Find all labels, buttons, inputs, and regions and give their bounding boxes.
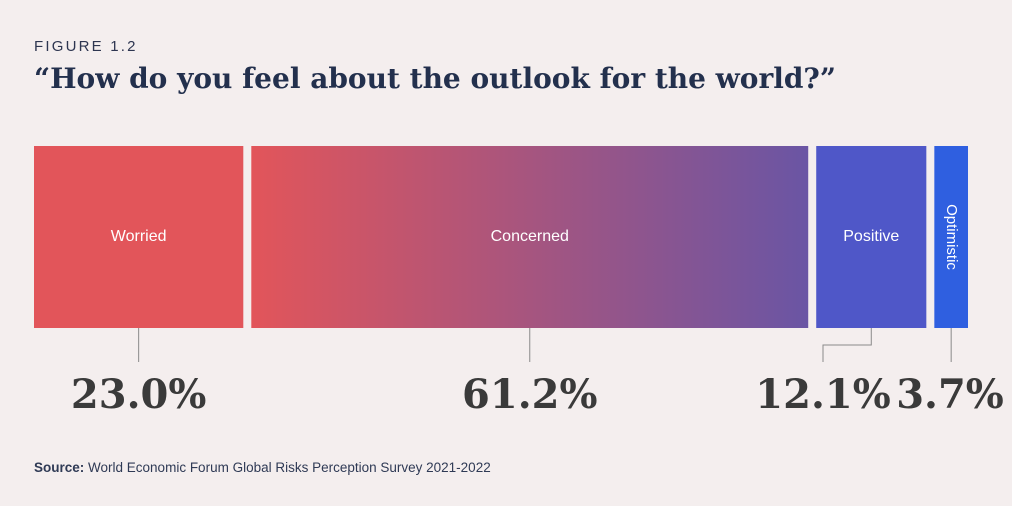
value-label-optimistic: 3.7% <box>896 371 1004 418</box>
figure-label: FIGURE 1.2 <box>34 38 138 55</box>
bar-positive <box>816 146 927 328</box>
source-text: World Economic Forum Global Risks Percep… <box>88 460 491 475</box>
bar-optimistic <box>934 146 968 328</box>
bar-concerned <box>251 146 809 328</box>
segment-label-concerned: Concerned <box>491 228 569 245</box>
segment-label-optimistic: Optimistic <box>943 204 960 270</box>
stacked-bar-chart: Worried Concerned Positive Optimistic 23.0%… <box>34 146 1004 418</box>
segment-label-positive: Positive <box>843 228 899 245</box>
leader-line-positive <box>822 328 872 362</box>
source-note: Source: World Economic Forum Global Risk… <box>34 460 491 475</box>
value-label-worried: 23.0% <box>71 371 206 418</box>
source-label: Source: <box>34 460 85 475</box>
bar-worried <box>34 146 244 328</box>
value-label-concerned: 61.2% <box>462 371 597 418</box>
chart-title: “How do you feel about the outlook for t… <box>34 62 836 95</box>
value-label-positive: 12.1% <box>755 371 890 418</box>
segment-label-worried: Worried <box>111 228 167 245</box>
